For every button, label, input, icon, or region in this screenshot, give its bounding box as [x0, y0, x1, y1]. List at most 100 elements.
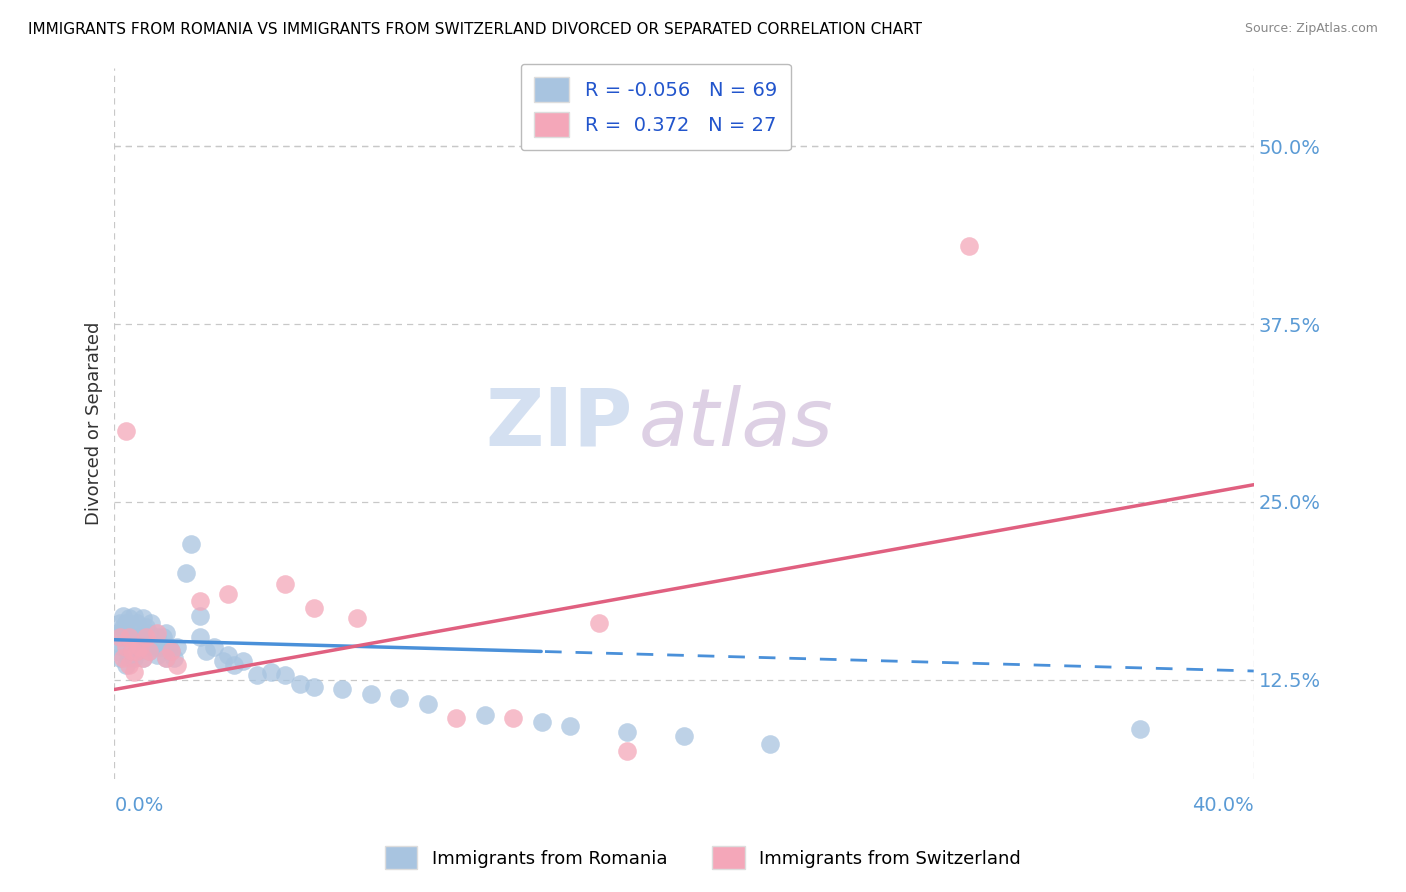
- Point: [135, 630, 157, 644]
- Point: [132, 651, 155, 665]
- Point: [132, 611, 155, 625]
- Point: [124, 608, 146, 623]
- Point: [143, 640, 166, 654]
- Point: [202, 640, 225, 654]
- Point: [616, 744, 638, 758]
- Point: [141, 615, 163, 630]
- Point: [588, 615, 610, 630]
- Point: [108, 651, 131, 665]
- Point: [246, 668, 269, 682]
- Point: [105, 644, 128, 658]
- Point: [129, 623, 152, 637]
- Point: [616, 725, 638, 739]
- Point: [118, 630, 141, 644]
- Point: [360, 687, 382, 701]
- Point: [160, 644, 183, 658]
- Point: [758, 737, 780, 751]
- Point: [163, 651, 186, 665]
- Point: [124, 651, 146, 665]
- Point: [124, 630, 146, 644]
- Point: [111, 640, 134, 654]
- Point: [157, 640, 180, 654]
- Point: [166, 640, 188, 654]
- Point: [111, 608, 134, 623]
- Legend: Immigrants from Romania, Immigrants from Switzerland: Immigrants from Romania, Immigrants from…: [375, 838, 1031, 879]
- Point: [211, 654, 233, 668]
- Point: [388, 691, 411, 706]
- Point: [118, 658, 141, 673]
- Point: [330, 682, 353, 697]
- Point: [232, 654, 254, 668]
- Point: [302, 601, 325, 615]
- Point: [146, 648, 169, 663]
- Point: [152, 630, 174, 644]
- Text: 0.0%: 0.0%: [114, 797, 163, 815]
- Text: atlas: atlas: [638, 384, 834, 463]
- Point: [127, 644, 149, 658]
- Point: [274, 668, 297, 682]
- Point: [132, 651, 155, 665]
- Point: [114, 615, 136, 630]
- Point: [135, 640, 157, 654]
- Point: [135, 620, 157, 634]
- Point: [288, 677, 311, 691]
- Point: [108, 630, 131, 644]
- Point: [127, 644, 149, 658]
- Point: [957, 239, 980, 253]
- Point: [121, 625, 143, 640]
- Point: [118, 611, 141, 625]
- Text: 40.0%: 40.0%: [1192, 797, 1254, 815]
- Point: [188, 608, 211, 623]
- Point: [180, 537, 202, 551]
- Point: [155, 651, 177, 665]
- Point: [260, 665, 283, 680]
- Point: [146, 630, 169, 644]
- Point: [141, 637, 163, 651]
- Point: [302, 680, 325, 694]
- Point: [114, 630, 136, 644]
- Point: [149, 640, 172, 654]
- Point: [502, 711, 524, 725]
- Point: [166, 658, 188, 673]
- Point: [111, 651, 134, 665]
- Point: [127, 615, 149, 630]
- Point: [217, 648, 239, 663]
- Point: [155, 651, 177, 665]
- Point: [111, 620, 134, 634]
- Point: [416, 697, 439, 711]
- Point: [155, 625, 177, 640]
- Point: [138, 644, 160, 658]
- Point: [124, 665, 146, 680]
- Point: [105, 625, 128, 640]
- Point: [114, 658, 136, 673]
- Point: [118, 651, 141, 665]
- Point: [222, 658, 245, 673]
- Point: [114, 424, 136, 438]
- Point: [146, 625, 169, 640]
- Point: [346, 611, 368, 625]
- Point: [188, 630, 211, 644]
- Point: [129, 640, 152, 654]
- Point: [160, 644, 183, 658]
- Point: [129, 637, 152, 651]
- Point: [121, 644, 143, 658]
- Text: IMMIGRANTS FROM ROMANIA VS IMMIGRANTS FROM SWITZERLAND DIVORCED OR SEPARATED COR: IMMIGRANTS FROM ROMANIA VS IMMIGRANTS FR…: [28, 22, 922, 37]
- Point: [118, 630, 141, 644]
- Point: [474, 708, 496, 723]
- Point: [558, 719, 581, 733]
- Point: [188, 594, 211, 608]
- Point: [132, 630, 155, 644]
- Point: [274, 577, 297, 591]
- Text: Source: ZipAtlas.com: Source: ZipAtlas.com: [1244, 22, 1378, 36]
- Y-axis label: Divorced or Separated: Divorced or Separated: [86, 322, 103, 525]
- Point: [114, 640, 136, 654]
- Point: [138, 644, 160, 658]
- Legend: R = -0.056   N = 69, R =  0.372   N = 27: R = -0.056 N = 69, R = 0.372 N = 27: [520, 63, 790, 151]
- Point: [673, 730, 696, 744]
- Point: [108, 630, 131, 644]
- Point: [530, 715, 553, 730]
- Text: ZIP: ZIP: [485, 384, 633, 463]
- Point: [194, 644, 217, 658]
- Point: [108, 615, 131, 630]
- Point: [174, 566, 197, 580]
